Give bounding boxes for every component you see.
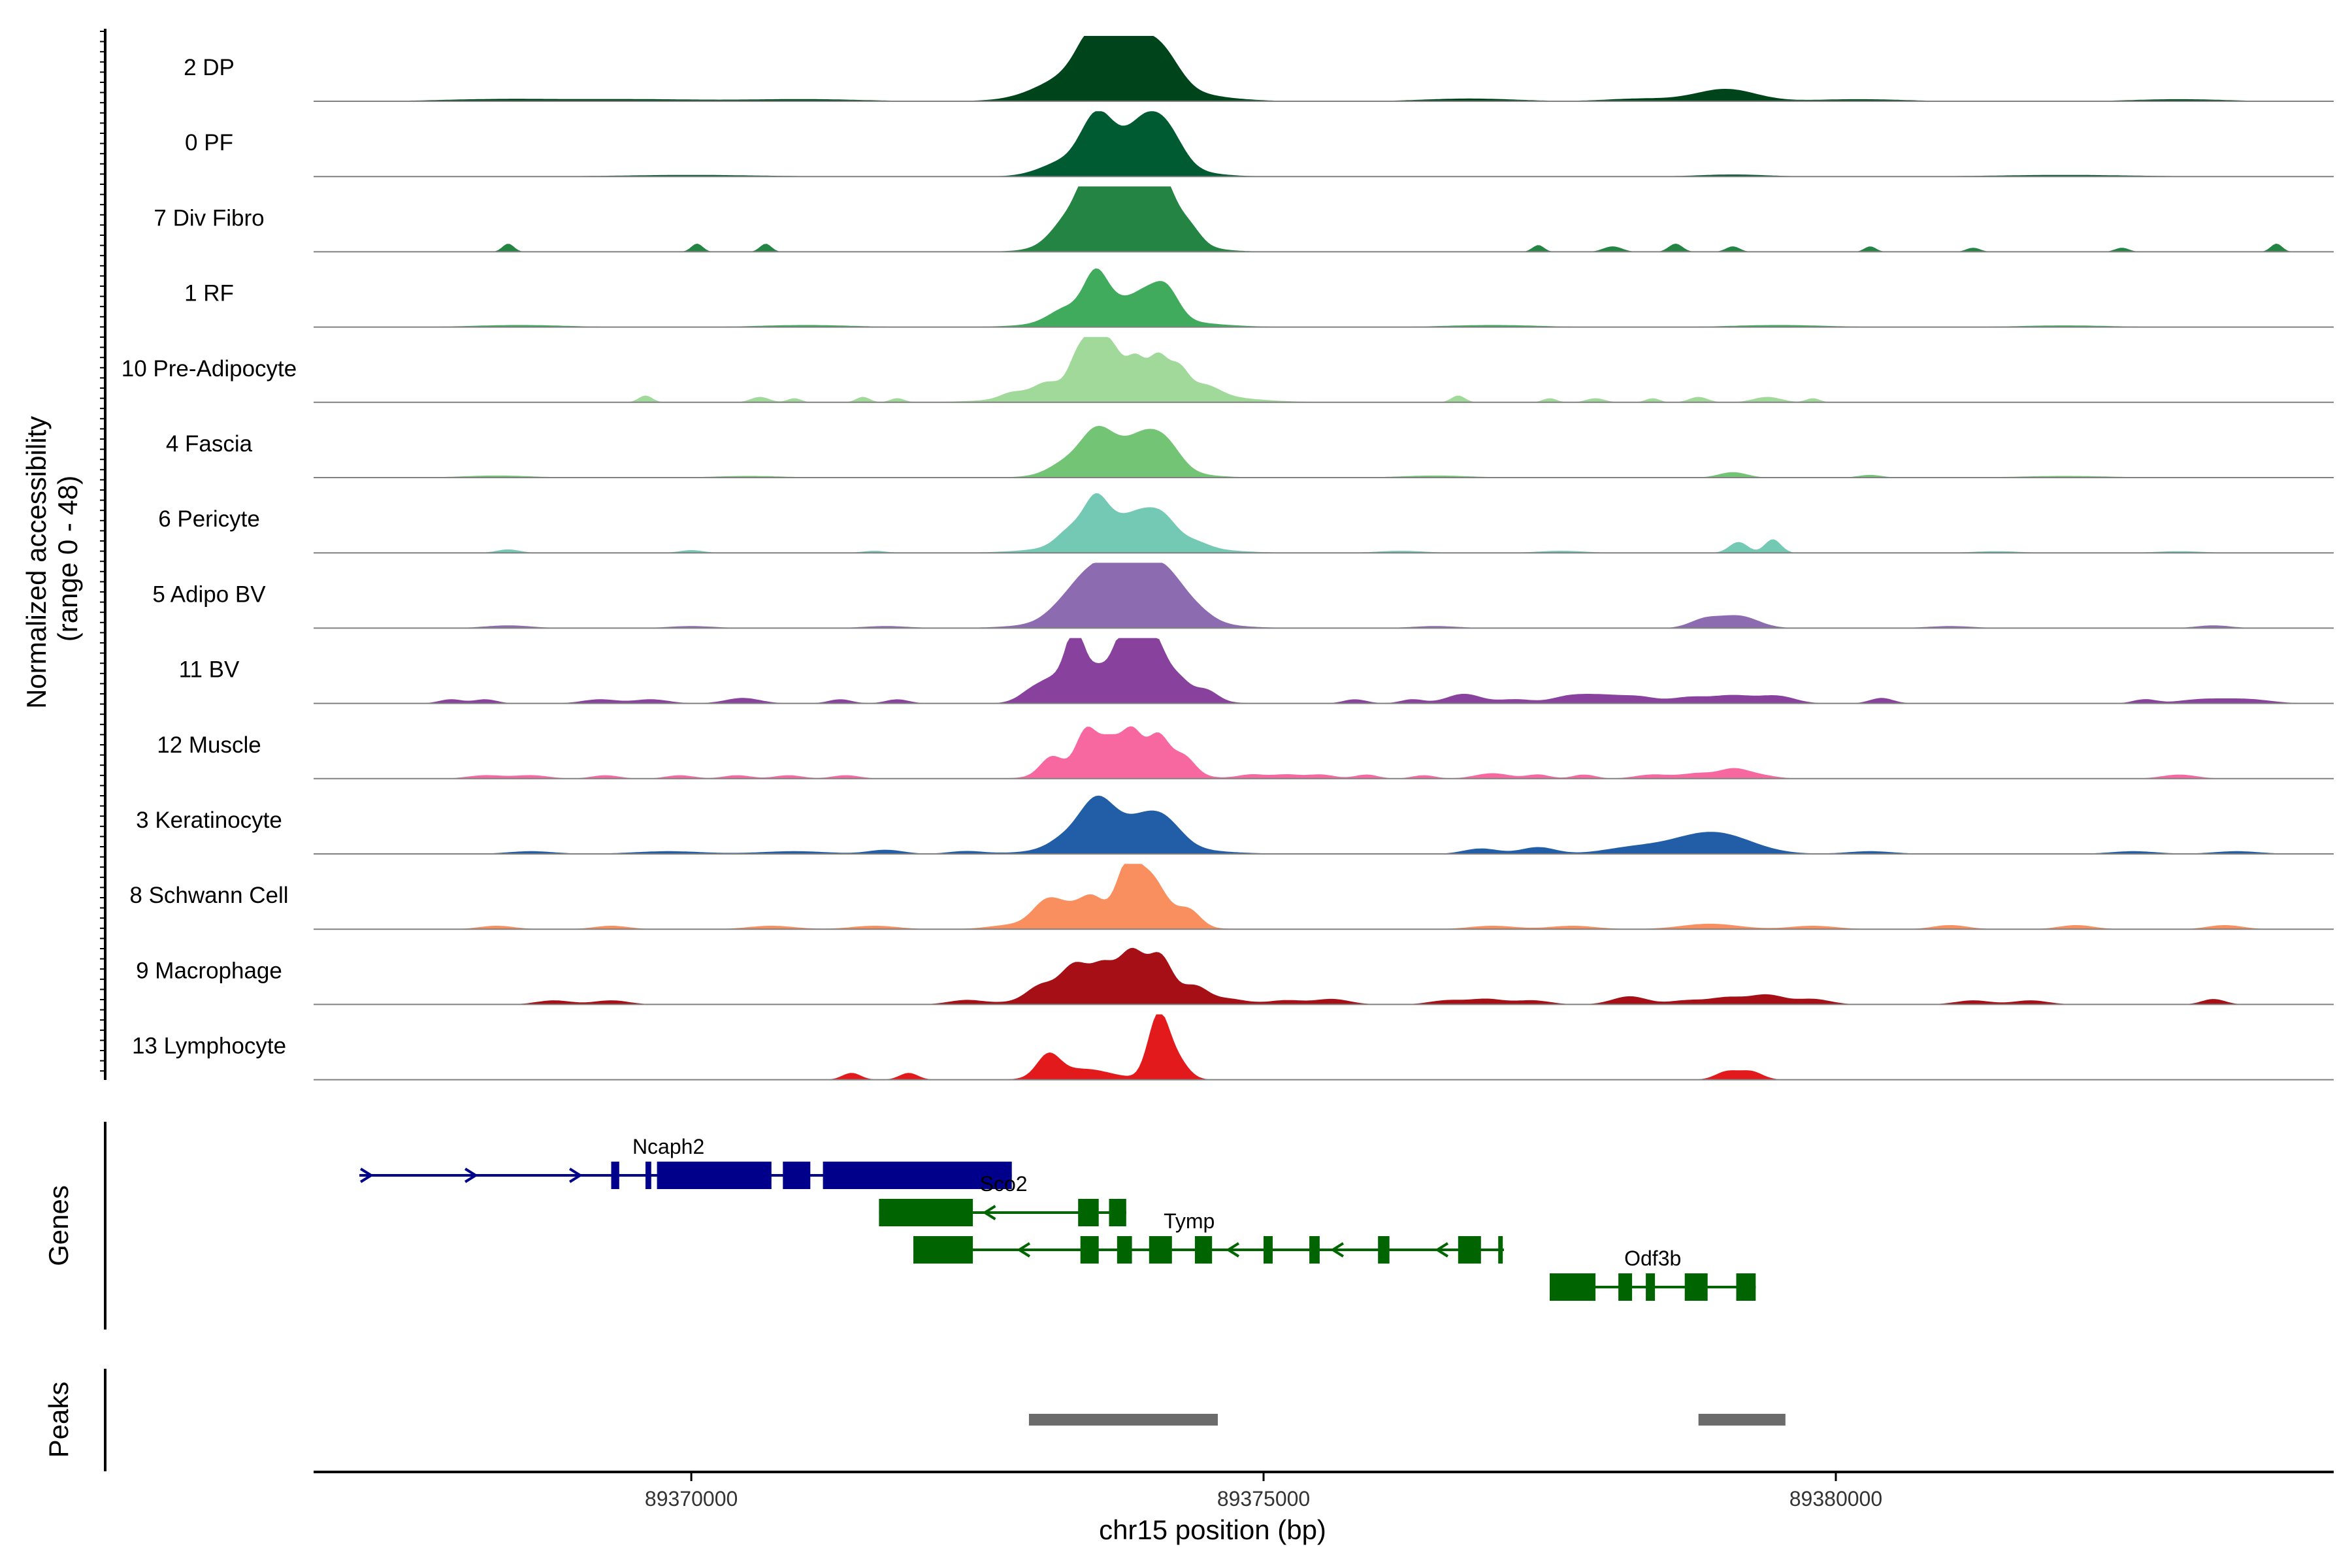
track-4-fascia: 4 Fascia — [166, 425, 2334, 478]
track-label: 5 Adipo BV — [152, 581, 266, 607]
strand-chevron — [1226, 1242, 1240, 1258]
track-label: 7 Div Fibro — [154, 205, 264, 231]
track-label: 3 Keratinocyte — [136, 808, 282, 833]
track-1-rf: 1 RF — [184, 268, 2334, 328]
peaks-panel-label: Peaks — [43, 1382, 74, 1458]
gene-exon — [913, 1236, 973, 1264]
gene-annotations: Ncaph2 Sco2 Tymp Odf3b — [359, 1135, 1756, 1301]
gene-ncaph2: Ncaph2 — [359, 1135, 1012, 1189]
gene-exon — [657, 1162, 772, 1189]
track-label: 10 Pre-Adipocyte — [122, 356, 297, 382]
track-label: 9 Macrophage — [136, 958, 282, 983]
gene-exon — [611, 1162, 619, 1189]
gene-sco2: Sco2 — [879, 1172, 1126, 1226]
track-label: 0 PF — [185, 130, 233, 155]
gene-exon — [1618, 1273, 1633, 1301]
strand-chevron — [1435, 1242, 1449, 1258]
gene-exon — [1117, 1236, 1132, 1264]
gene-exon — [1264, 1236, 1273, 1264]
track-3-keratinocyte: 3 Keratinocyte — [136, 795, 2334, 855]
x-tick-label: 89370000 — [645, 1487, 738, 1511]
track-10-pre-adipocyte: 10 Pre-Adipocyte — [122, 336, 2334, 403]
gene-exon — [879, 1199, 973, 1226]
gene-exon — [1736, 1273, 1756, 1301]
x-tick-label: 89380000 — [1789, 1487, 1882, 1511]
track-label: 2 DP — [184, 55, 235, 80]
peak-region-bar — [1698, 1414, 1786, 1426]
x-axis-label: chr15 position (bp) — [1099, 1514, 1326, 1545]
strand-chevron — [569, 1168, 583, 1183]
gene-exon — [783, 1162, 811, 1189]
gene-exon — [1550, 1273, 1596, 1301]
track-12-muscle: 12 Muscle — [157, 726, 2334, 779]
track-9-macrophage: 9 Macrophage — [136, 947, 2334, 1005]
strand-chevron — [1017, 1242, 1031, 1258]
coverage-y-ticks — [100, 31, 105, 1072]
strand-chevron — [1330, 1242, 1345, 1258]
y-axis-label-line2: (range 0 - 48) — [52, 476, 83, 642]
track-6-pericyte: 6 Pericyte — [158, 493, 2334, 554]
track-13-lymphocyte: 13 Lymphocyte — [132, 1014, 2334, 1081]
track-8-schwann-cell: 8 Schwann Cell — [129, 864, 2334, 930]
gene-exon — [823, 1162, 1012, 1189]
gene-exon — [1378, 1236, 1390, 1264]
track-label: 11 BV — [179, 657, 240, 683]
track-label: 12 Muscle — [157, 732, 261, 758]
gene-exon — [1646, 1273, 1656, 1301]
track-2-dp: 2 DP — [184, 36, 2334, 102]
y-axis-label: Normalized accessibility (range 0 - 48) — [21, 408, 83, 709]
x-axis-ticks: 89370000 89375000 89380000 — [645, 1472, 1882, 1511]
track-5-adipo-bv: 5 Adipo BV — [152, 563, 2334, 629]
track-label: 6 Pericyte — [158, 506, 260, 532]
track-11-bv: 11 BV — [179, 638, 2334, 704]
gene-exon — [1080, 1236, 1099, 1264]
coverage-tracks: 2 DP 0 PF 7 Div Fibro 1 RF 10 Pre-Adipocyte 4… — [122, 36, 2334, 1081]
gene-name-label: Tymp — [1164, 1209, 1215, 1233]
gene-name-label: Ncaph2 — [632, 1135, 704, 1158]
gene-exon — [1458, 1236, 1481, 1264]
track-label: 13 Lymphocyte — [132, 1034, 286, 1059]
gene-tymp: Tymp — [913, 1209, 1504, 1264]
gene-exon — [1684, 1273, 1708, 1301]
gene-exon — [1498, 1236, 1503, 1264]
gene-exon — [645, 1162, 651, 1189]
gene-exon — [1149, 1236, 1172, 1264]
gene-exon — [1194, 1236, 1213, 1264]
track-0-pf: 0 PF — [185, 111, 2334, 178]
strand-chevron — [982, 1205, 996, 1220]
x-tick-label: 89375000 — [1217, 1487, 1310, 1511]
gene-name-label: Odf3b — [1624, 1247, 1681, 1270]
strand-chevron — [465, 1168, 478, 1183]
gene-exon — [1109, 1199, 1126, 1226]
peak-region-bar — [1028, 1414, 1218, 1426]
strand-chevron — [360, 1168, 374, 1183]
track-label: 8 Schwann Cell — [129, 883, 288, 908]
gene-exon — [1078, 1199, 1099, 1226]
gene-name-label: Sco2 — [980, 1172, 1028, 1196]
gene-odf3b: Odf3b — [1549, 1247, 1756, 1301]
track-label: 4 Fascia — [166, 431, 253, 457]
genes-panel-label: Genes — [43, 1185, 74, 1266]
y-axis-label-line1: Normalized accessibility — [21, 416, 52, 709]
peak-regions — [1028, 1414, 1786, 1426]
track-7-div-fibro: 7 Div Fibro — [154, 186, 2334, 253]
track-label: 1 RF — [184, 281, 234, 306]
gene-exon — [1309, 1236, 1320, 1264]
